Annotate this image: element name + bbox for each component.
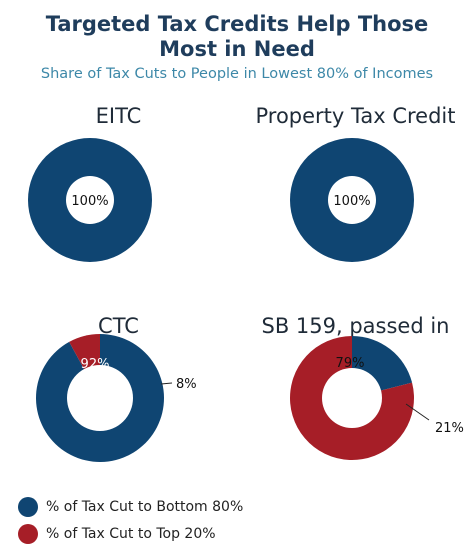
legend-swatch-bottom [18, 497, 38, 517]
chart-title-line-2: Most in Need [159, 37, 315, 61]
data-label-2-bottom: 92% [81, 357, 110, 372]
legend-swatch-top [18, 524, 38, 544]
chart-title: Targeted Tax Credits Help Those Most in … [0, 12, 474, 62]
donut-hole-0 [66, 176, 114, 224]
donut-title-ctc: CTC [98, 314, 139, 338]
data-label-2-top: 8% [176, 377, 197, 392]
chart-title-line-1: Targeted Tax Credits Help Those [45, 12, 429, 36]
donut-title-eitc: EITC [95, 104, 142, 128]
chart-subtitle: Share of Tax Cuts to People in Lowest 80… [40, 66, 434, 82]
legend-item-top-20: % of Tax Cut to Top 20% [18, 524, 216, 544]
legend-label-top: % of Tax Cut to Top 20% [46, 526, 216, 542]
data-label-3-bottom: 21% [435, 421, 464, 436]
data-label-3-top: 79% [336, 356, 365, 371]
donut-hole-2 [67, 365, 133, 431]
donut-hole-3 [322, 368, 382, 428]
legend-label-bottom: % of Tax Cut to Bottom 80% [46, 499, 244, 515]
donut-hole-1 [328, 176, 376, 224]
data-label-0-bottom: 100% [71, 194, 108, 209]
donut-title-property-tax-credit: Property Tax Credit [255, 104, 456, 128]
leader-line-3-bottom [405, 403, 430, 421]
legend-item-bottom-80: % of Tax Cut to Bottom 80% [18, 497, 243, 517]
data-label-1-bottom: 100% [333, 194, 370, 209]
leader-line-2-top [160, 382, 173, 385]
